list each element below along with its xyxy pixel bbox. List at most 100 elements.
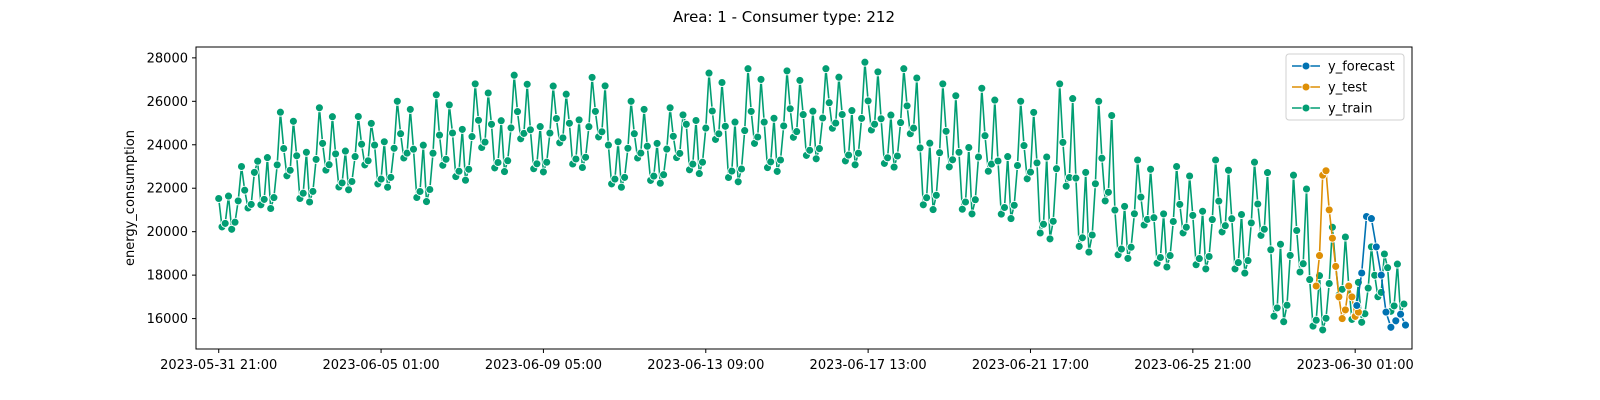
data-point: [1347, 292, 1357, 302]
x-tick-label: 2023-06-21 17:00: [972, 358, 1089, 373]
data-point: [1019, 141, 1029, 151]
x-tick-label: 2023-06-13 09:00: [647, 358, 764, 373]
data-point: [331, 149, 341, 159]
data-point: [1321, 313, 1331, 323]
data-point: [753, 132, 763, 142]
data-point: [1371, 242, 1381, 252]
data-point: [1055, 79, 1065, 89]
data-point: [1302, 184, 1311, 194]
data-point: [1097, 153, 1107, 163]
y-tick-label: 22000: [147, 182, 188, 197]
data-point: [1175, 199, 1185, 209]
data-point: [564, 118, 574, 128]
data-point: [1324, 279, 1334, 288]
data-point: [1292, 226, 1302, 235]
data-point: [931, 190, 941, 200]
data-point: [1366, 214, 1376, 224]
data-point: [1129, 209, 1139, 219]
data-point: [363, 156, 373, 166]
data-point: [1159, 209, 1169, 219]
data-point: [821, 64, 831, 74]
data-point: [386, 172, 396, 182]
data-point: [886, 110, 896, 120]
data-point: [1071, 173, 1081, 183]
data-point: [814, 144, 824, 154]
data-point: [509, 70, 519, 80]
data-point: [668, 131, 678, 141]
data-point: [616, 182, 626, 192]
data-point: [892, 151, 902, 161]
data-point: [253, 156, 263, 166]
data-point: [230, 217, 240, 227]
data-point: [1344, 281, 1354, 291]
data-point: [1077, 233, 1087, 243]
data-point: [649, 171, 659, 181]
data-point: [977, 83, 987, 93]
data-point: [305, 197, 315, 207]
data-point: [347, 177, 357, 186]
data-point: [951, 91, 961, 101]
data-point: [1061, 181, 1071, 191]
data-point: [730, 117, 740, 127]
data-point: [444, 100, 454, 110]
y-tick-label: 26000: [147, 95, 188, 110]
data-point: [587, 72, 597, 82]
data-point: [275, 107, 285, 117]
data-point: [340, 146, 350, 156]
data-point: [1220, 221, 1230, 231]
legend-box: [1285, 53, 1405, 121]
data-point: [590, 106, 600, 116]
data-point: [344, 185, 354, 195]
data-point: [737, 164, 746, 174]
y-tick-label: 20000: [147, 225, 188, 240]
series-layer: [214, 57, 1410, 335]
data-point: [720, 121, 730, 131]
data-point: [353, 112, 363, 121]
data-point: [581, 152, 591, 162]
data-point: [779, 121, 789, 131]
data-point: [220, 218, 230, 228]
data-point: [1327, 233, 1337, 243]
data-point: [525, 125, 535, 135]
data-point: [1383, 263, 1393, 273]
data-point: [1165, 251, 1175, 261]
data-point: [662, 144, 672, 154]
data-point: [688, 159, 698, 169]
data-point: [795, 75, 805, 85]
data-point: [237, 162, 246, 171]
data-point: [707, 106, 717, 116]
data-point: [1289, 170, 1298, 180]
data-point: [922, 193, 932, 203]
data-point: [1269, 311, 1279, 321]
data-point: [467, 132, 477, 142]
data-point: [396, 129, 406, 139]
data-point: [967, 209, 977, 219]
data-point: [279, 144, 289, 153]
data-point: [574, 115, 584, 125]
data-point: [311, 154, 321, 164]
data-point: [214, 194, 224, 203]
data-point: [357, 139, 367, 149]
data-point: [613, 137, 623, 147]
data-point: [733, 177, 743, 187]
data-point: [766, 157, 776, 167]
data-point: [675, 148, 685, 158]
data-point: [853, 148, 863, 158]
data-point: [1391, 316, 1401, 326]
data-point: [847, 106, 857, 116]
data-point: [863, 96, 873, 106]
data-point: [623, 143, 633, 153]
data-point: [1381, 307, 1391, 317]
data-point: [782, 66, 792, 76]
data-point: [298, 188, 308, 198]
data-point: [1357, 317, 1367, 327]
data-point: [1094, 96, 1104, 106]
data-point: [938, 79, 948, 89]
x-tick-label: 2023-06-09 05:00: [485, 358, 602, 373]
data-point: [224, 191, 233, 201]
data-point: [1146, 164, 1156, 174]
data-point: [873, 67, 883, 77]
data-point: [1357, 268, 1367, 278]
data-point: [714, 129, 724, 139]
